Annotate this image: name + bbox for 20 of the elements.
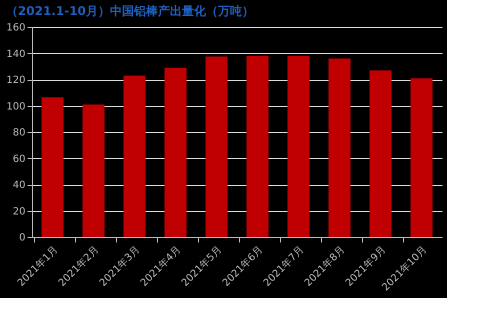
y-tick-label: 140: [6, 48, 26, 60]
bar: [124, 76, 146, 237]
chart-title: （2021.1-10月）中国铝棒产出量化（万吨）: [6, 4, 254, 18]
y-tick-label: 20: [12, 206, 26, 218]
y-tick-label: 100: [6, 101, 26, 112]
y-tick-label: 0: [19, 232, 26, 244]
bar: [164, 68, 186, 237]
y-tick-label: 160: [6, 22, 26, 34]
y-tick-label: 120: [6, 75, 26, 86]
y-tick-label: 60: [12, 154, 26, 165]
bar: [206, 56, 228, 237]
bar: [328, 58, 350, 237]
bar: [370, 70, 392, 237]
bar: [246, 56, 268, 237]
bar: [288, 56, 310, 237]
bar: [410, 78, 432, 237]
bar: [42, 97, 64, 237]
y-tick-label: 80: [12, 128, 26, 138]
y-tick-label: 40: [12, 180, 26, 191]
bar: [82, 104, 104, 237]
